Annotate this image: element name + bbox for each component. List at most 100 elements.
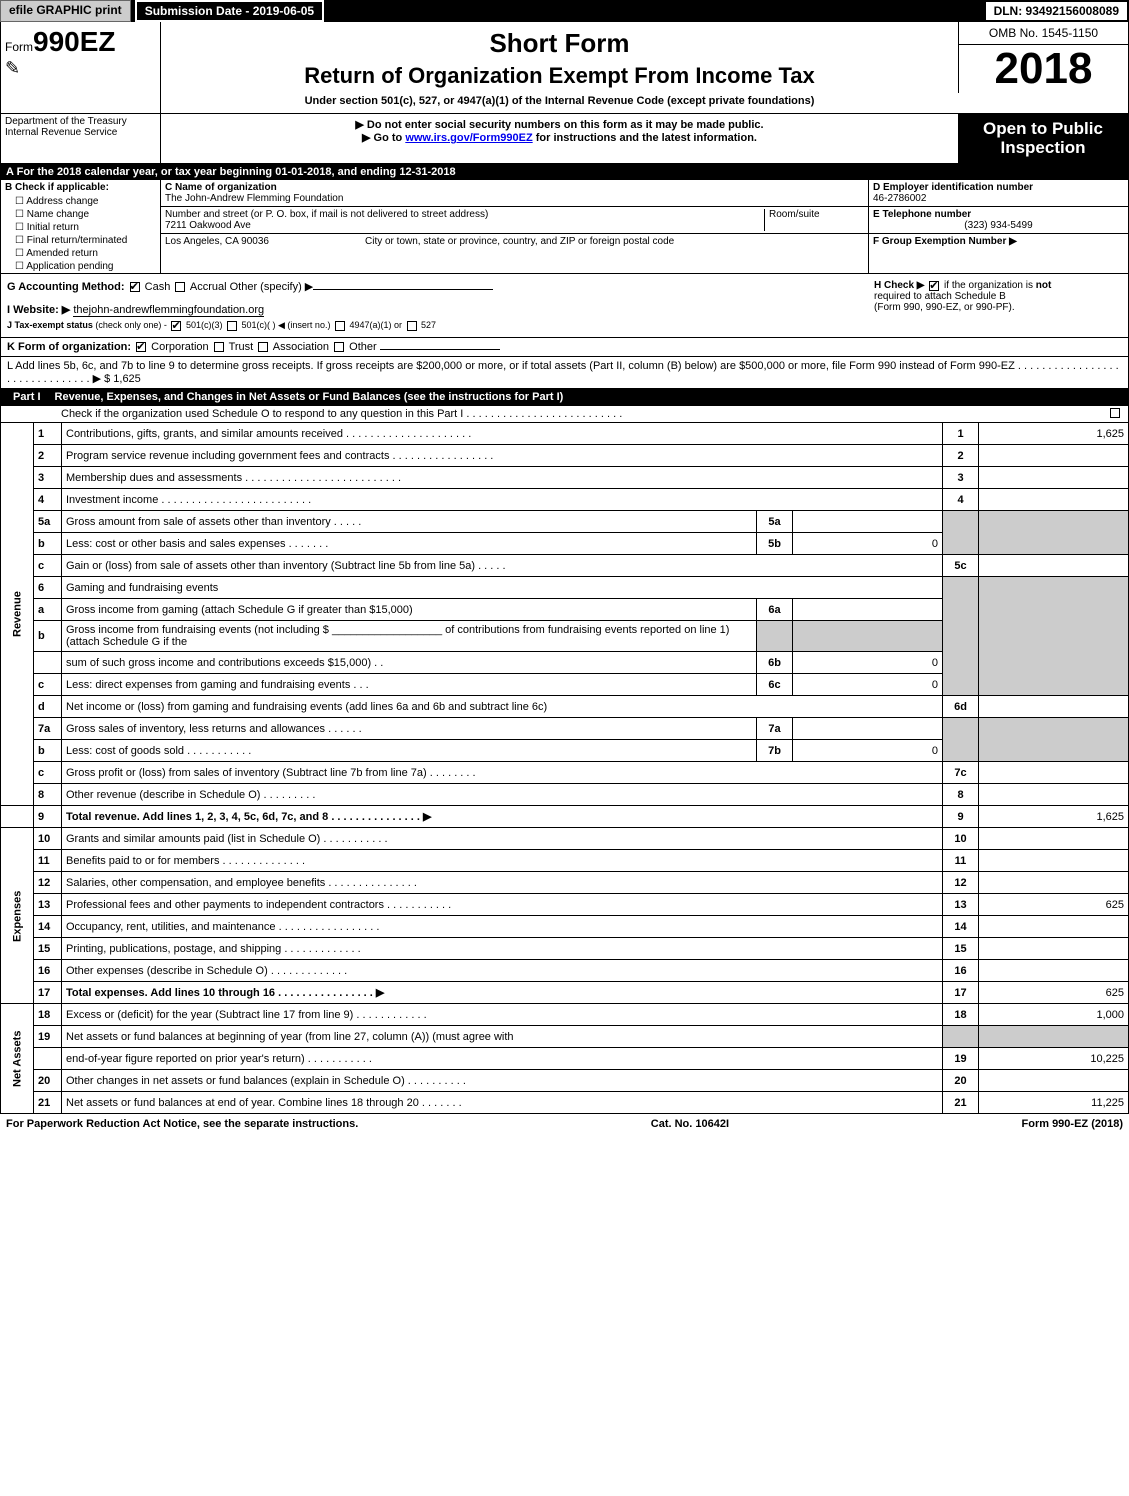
other-label: Other (specify) ▶ <box>230 281 314 293</box>
chk-corporation[interactable] <box>136 342 146 352</box>
row-g-h: G Accounting Method: Cash Accrual Other … <box>0 274 1129 338</box>
line-1-box: 1 <box>943 423 979 445</box>
section-a: A For the 2018 calendar year, or tax yea… <box>0 164 1129 180</box>
website-label: I Website: ▶ <box>7 304 70 316</box>
line-21-amt: 11,225 <box>979 1092 1129 1114</box>
chk-address-change[interactable]: ☐ Address change <box>1 195 160 208</box>
line-12: Salaries, other compensation, and employ… <box>62 872 943 894</box>
goto-pre: ▶ Go to <box>362 132 405 144</box>
chk-schedule-o[interactable] <box>1110 408 1120 418</box>
short-form-title: Short Form <box>167 28 952 59</box>
line-1-amt: 1,625 <box>979 423 1129 445</box>
c-label: C Name of organization <box>165 182 277 193</box>
phone-value: (323) 934-5499 <box>873 220 1124 231</box>
k-label: K Form of organization: <box>7 341 131 353</box>
line-14: Occupancy, rent, utilities, and maintena… <box>62 916 943 938</box>
line-19b: end-of-year figure reported on prior yea… <box>62 1048 943 1070</box>
year-end: 12-31-2018 <box>399 166 455 178</box>
section-a-text: For the 2018 calendar year, or tax year … <box>17 166 276 178</box>
chk-initial-return[interactable]: ☐ Initial return <box>1 221 160 234</box>
line-5b: Less: cost or other basis and sales expe… <box>62 533 757 555</box>
line-16: Other expenses (describe in Schedule O) … <box>62 960 943 982</box>
line-1-num: 1 <box>34 423 62 445</box>
ein-label: D Employer identification number <box>873 182 1033 193</box>
submission-date: Submission Date - 2019-06-05 <box>135 0 324 22</box>
column-b: B Check if applicable: ☐ Address change … <box>1 180 161 273</box>
form-prefix: Form <box>5 40 33 54</box>
chk-name-change[interactable]: ☐ Name change <box>1 208 160 221</box>
g-label: G Accounting Method: <box>7 281 125 293</box>
form-code: Form990EZ <box>5 26 156 58</box>
line-7b: Less: cost of goods sold . . . . . . . .… <box>62 740 757 762</box>
chk-accrual[interactable] <box>175 282 185 292</box>
chk-association[interactable] <box>258 342 268 352</box>
line-20: Other changes in net assets or fund bala… <box>62 1070 943 1092</box>
group-exemption-label: F Group Exemption Number <box>873 236 1006 247</box>
part-i-desc: Revenue, Expenses, and Changes in Net As… <box>55 391 564 403</box>
l-text: L Add lines 5b, 6c, and 7b to line 9 to … <box>7 360 1119 385</box>
column-d: D Employer identification number 46-2786… <box>868 180 1128 273</box>
section-a-mid: , and ending <box>332 166 400 178</box>
line-1: Contributions, gifts, grants, and simila… <box>62 423 943 445</box>
room-suite: Room/suite <box>764 209 864 231</box>
street-address: 7211 Oakwood Ave <box>165 220 764 231</box>
line-11: Benefits paid to or for members . . . . … <box>62 850 943 872</box>
accrual-label: Accrual <box>190 281 227 293</box>
irs-label: Internal Revenue Service <box>5 127 156 138</box>
h-text3: (Form 990, 990-EZ, or 990-PF). <box>874 302 1015 313</box>
l-amount: 1,625 <box>113 373 141 385</box>
line-19-amt: 10,225 <box>979 1048 1129 1070</box>
chk-amended-return[interactable]: ☐ Amended return <box>1 247 160 260</box>
tax-year: 2018 <box>958 45 1128 93</box>
chk-cash[interactable] <box>130 282 140 292</box>
section-a-label: A <box>6 166 14 178</box>
chk-application-pending[interactable]: ☐ Application pending <box>1 260 160 273</box>
column-c: C Name of organization The John-Andrew F… <box>161 180 868 273</box>
year-begin: 01-01-2018 <box>275 166 331 178</box>
dept-label: Department of the Treasury <box>5 116 156 127</box>
goto-line: ▶ Go to www.irs.gov/Form990EZ for instru… <box>165 131 954 144</box>
part-i-sub-text: Check if the organization used Schedule … <box>61 408 622 420</box>
org-name: The John-Andrew Flemming Foundation <box>165 193 864 204</box>
website-value[interactable]: thejohn-andrewflemmingfoundation.org <box>73 304 264 317</box>
chk-501c3[interactable] <box>171 321 181 331</box>
revenue-label: Revenue <box>1 423 34 806</box>
chk-final-return[interactable]: ☐ Final return/terminated <box>1 234 160 247</box>
part-i-sub: Check if the organization used Schedule … <box>0 406 1129 422</box>
ein-value: 46-2786002 <box>873 193 926 204</box>
line-6b2: sum of such gross income and contributio… <box>62 652 757 674</box>
part-i-header: Part I Revenue, Expenses, and Changes in… <box>0 389 1129 406</box>
footer: For Paperwork Reduction Act Notice, see … <box>0 1114 1129 1134</box>
chk-trust[interactable] <box>214 342 224 352</box>
line-7c: Gross profit or (loss) from sales of inv… <box>62 762 943 784</box>
irs-link[interactable]: www.irs.gov/Form990EZ <box>405 132 532 144</box>
chk-527[interactable] <box>407 321 417 331</box>
line-3: Membership dues and assessments . . . . … <box>62 467 943 489</box>
line-6b: Gross income from fundraising events (no… <box>62 621 757 652</box>
omb-number: OMB No. 1545-1150 <box>958 22 1128 45</box>
dln-number: DLN: 93492156008089 <box>984 0 1129 22</box>
line-19: Net assets or fund balances at beginning… <box>62 1026 943 1048</box>
j-label: J Tax-exempt status <box>7 320 93 330</box>
line-4: Investment income . . . . . . . . . . . … <box>62 489 943 511</box>
line-17-amt: 625 <box>979 982 1129 1004</box>
line-21: Net assets or fund balances at end of ye… <box>62 1092 943 1114</box>
open-to-public: Open to Public Inspection <box>958 114 1128 163</box>
line-2: Program service revenue including govern… <box>62 445 943 467</box>
chk-h[interactable] <box>929 281 939 291</box>
chk-other-org[interactable] <box>334 342 344 352</box>
arrow-icon: ▶ <box>1009 236 1017 247</box>
form-header-2: Department of the Treasury Internal Reve… <box>0 114 1129 164</box>
efile-print-button[interactable]: efile GRAPHIC print <box>0 0 131 22</box>
chk-4947[interactable] <box>335 321 345 331</box>
phone-label: E Telephone number <box>873 209 971 220</box>
line-9: Total revenue. Add lines 1, 2, 3, 4, 5c,… <box>62 806 943 828</box>
line-10: Grants and similar amounts paid (list in… <box>62 828 943 850</box>
h-label: H Check ▶ <box>874 280 924 291</box>
line-18: Excess or (deficit) for the year (Subtra… <box>62 1004 943 1026</box>
cash-label: Cash <box>145 281 171 293</box>
under-section: Under section 501(c), 527, or 4947(a)(1)… <box>167 95 952 107</box>
line-13: Professional fees and other payments to … <box>62 894 943 916</box>
chk-501c[interactable] <box>227 321 237 331</box>
line-18-amt: 1,000 <box>979 1004 1129 1026</box>
